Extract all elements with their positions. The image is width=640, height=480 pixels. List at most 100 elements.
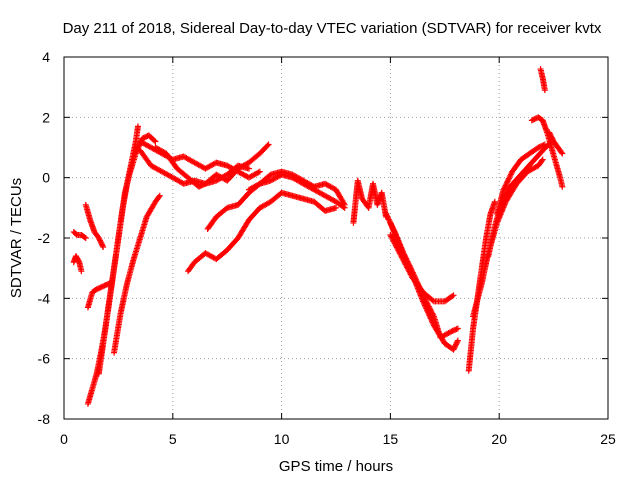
y-tick-label: -4 (38, 290, 51, 306)
series-s12 (245, 168, 348, 208)
data-point (454, 325, 461, 332)
data-point (502, 193, 509, 200)
series-s10 (152, 144, 252, 190)
data-point (450, 292, 457, 299)
data-point (452, 326, 459, 333)
data-point (264, 142, 271, 149)
data-point (449, 293, 456, 300)
series-s24 (546, 129, 566, 157)
data-point (507, 172, 514, 179)
series-s7 (111, 192, 163, 356)
data-point (100, 244, 107, 251)
data-point (507, 171, 514, 178)
data-point (105, 280, 112, 287)
data-point (341, 201, 348, 208)
data-point (539, 156, 546, 163)
y-tick-label: -8 (38, 411, 51, 427)
data-point (93, 286, 100, 293)
y-axis-label: SDTVAR / TECUs (8, 178, 25, 298)
data-point (528, 117, 535, 124)
data-point (141, 134, 148, 141)
data-point (538, 157, 545, 164)
data-point (340, 200, 347, 207)
data-point (448, 328, 455, 335)
data-point (385, 215, 392, 222)
data-point (504, 178, 511, 185)
data-point (78, 268, 85, 275)
data-point (96, 285, 103, 292)
data-point (201, 181, 208, 188)
data-point (446, 329, 453, 336)
data-point (454, 338, 461, 345)
series-s4 (84, 280, 113, 311)
x-tick-label: 5 (169, 431, 177, 447)
data-point (102, 282, 109, 289)
data-point (94, 285, 101, 292)
data-point (505, 175, 512, 182)
data-point (384, 213, 391, 220)
data-point (101, 282, 108, 289)
y-tick-label: 0 (42, 170, 50, 186)
data-point (503, 192, 510, 199)
grid (64, 57, 608, 419)
data-point (333, 204, 339, 211)
data-point (501, 185, 508, 192)
data-point (537, 143, 544, 150)
x-tick-label: 20 (491, 431, 507, 447)
data-point (155, 193, 162, 200)
data-point (506, 174, 513, 181)
y-tick-label: 4 (42, 49, 50, 65)
series-s21 (494, 141, 548, 217)
x-tick-label: 15 (383, 431, 399, 447)
axis-ticks (63, 56, 609, 420)
data-point (385, 216, 392, 223)
data-point (151, 137, 158, 144)
x-tick-label: 0 (60, 431, 68, 447)
data-point (536, 143, 543, 150)
data-point (429, 297, 436, 304)
x-tick-labels: 0 5 10 15 20 25 (60, 431, 616, 447)
data-point (491, 198, 498, 205)
data-point (502, 182, 509, 189)
data-point (152, 138, 159, 145)
data-point (535, 144, 542, 151)
data-point (559, 150, 566, 157)
x-axis-label: GPS time / hours (279, 458, 393, 475)
data-point (541, 87, 548, 94)
data-point (505, 186, 512, 193)
series-s17 (387, 231, 457, 305)
data-point (82, 235, 89, 241)
series-s2 (70, 253, 85, 275)
data-point (383, 210, 390, 217)
y-tick-label: -6 (38, 351, 51, 367)
data-point (503, 179, 510, 186)
data-point (558, 149, 565, 156)
x-tick-label: 10 (274, 431, 290, 447)
series-s23 (537, 66, 548, 94)
data-point (256, 168, 263, 175)
data-point (100, 283, 107, 290)
series-s20 (485, 138, 555, 260)
data-point (539, 142, 546, 149)
data-point (450, 327, 457, 334)
series-s14 (350, 177, 390, 226)
data-point (245, 165, 252, 172)
data-point (156, 192, 163, 199)
series-s3 (82, 201, 107, 251)
data-point (75, 257, 82, 264)
data-point (453, 326, 460, 333)
data-point (134, 123, 141, 130)
data-point (530, 116, 537, 123)
data-point (500, 186, 507, 193)
y-tick-label: -2 (38, 230, 51, 246)
data-point (99, 242, 106, 249)
data-point (198, 182, 205, 189)
data-point (140, 134, 147, 141)
series-s6 (95, 132, 159, 377)
data-point (97, 284, 104, 291)
data-point (197, 183, 204, 190)
y-tick-labels: -8 -6 -4 -2 0 2 4 (38, 49, 51, 427)
data-point (199, 181, 206, 188)
data-point (195, 183, 202, 190)
